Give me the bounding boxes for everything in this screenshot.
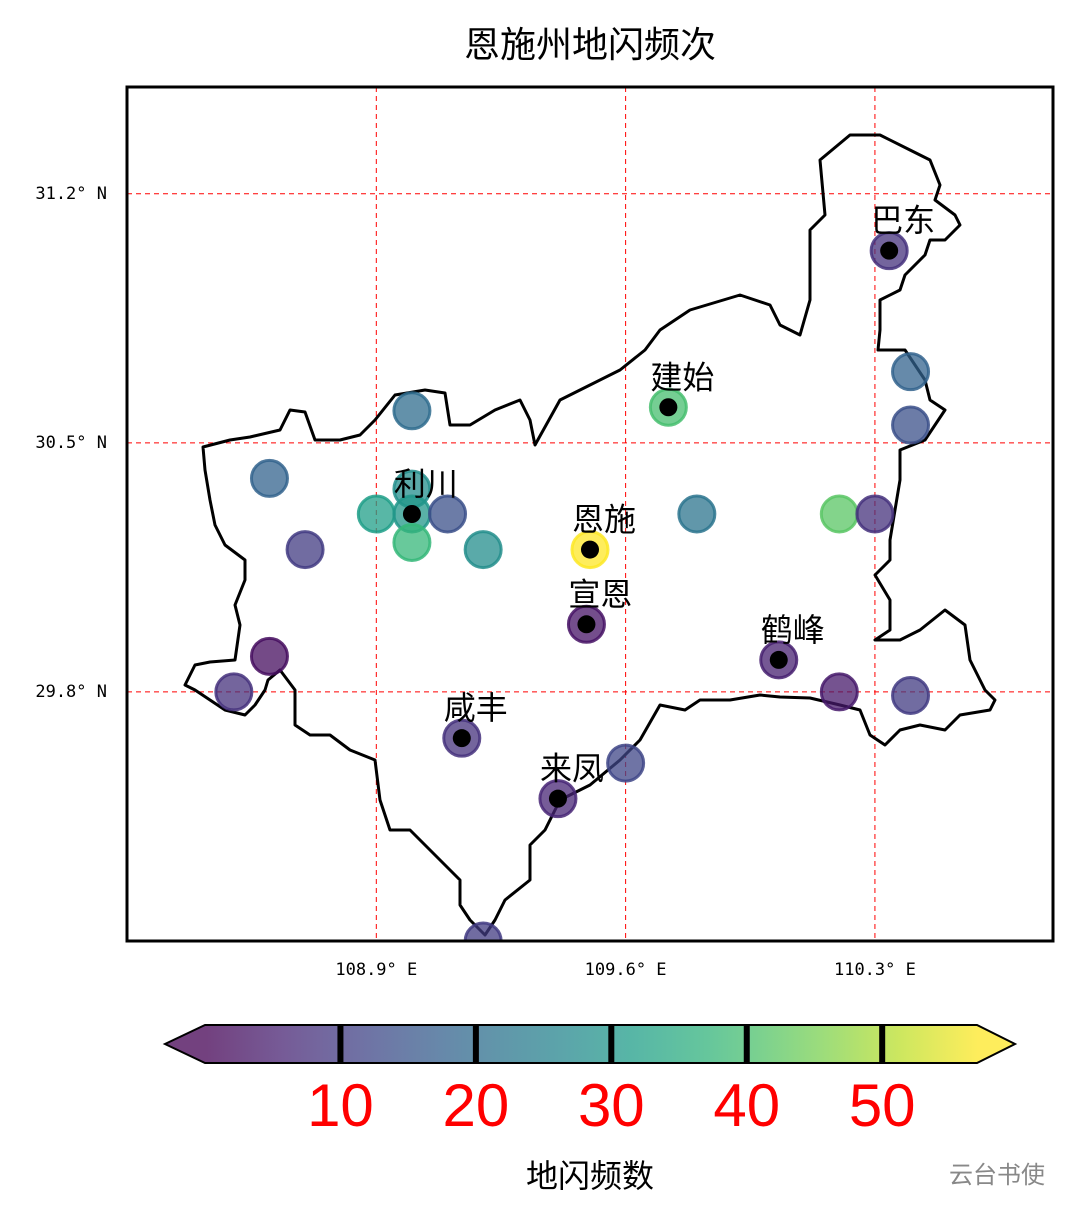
map-frame [125, 85, 1055, 943]
point [891, 352, 931, 392]
point [819, 494, 859, 534]
y-tick-label: 30.5° N [35, 433, 107, 453]
colorbar-tick-label: 30 [578, 1072, 645, 1139]
colorbar-extend-low [165, 1025, 205, 1063]
city-dot [452, 729, 471, 748]
colorbar-tick-label: 20 [443, 1072, 510, 1139]
colorbar: 10 20 30 40 50 [162, 1024, 1018, 1139]
point [819, 672, 859, 712]
x-tick-label: 110.3° E [834, 960, 916, 980]
city-dot [581, 540, 599, 559]
point [392, 391, 432, 431]
point [285, 530, 325, 570]
city-label: 来凤 [540, 750, 604, 788]
colorbar-outline [162, 1024, 1018, 1064]
point [428, 494, 468, 534]
city-label: 宣恩 [568, 575, 632, 613]
point [249, 458, 289, 498]
city-dot [769, 650, 788, 669]
colorbar-tick-label: 40 [713, 1072, 780, 1139]
colorbar-tick-label: 50 [849, 1072, 916, 1139]
y-tick-label: 29.8° N [35, 682, 107, 702]
city-label: 恩施 [572, 501, 636, 539]
city-dot [880, 241, 899, 260]
city-dot [402, 505, 421, 523]
point [356, 494, 396, 534]
colorbar-tick-label: 10 [307, 1072, 374, 1139]
point [392, 522, 432, 562]
y-tick-label: 31.2° N [35, 184, 107, 204]
point [463, 530, 503, 570]
point [855, 494, 895, 534]
city-label: 利川 [394, 465, 458, 503]
colorbar-bar [205, 1025, 977, 1063]
city-dot [659, 398, 678, 417]
grid [127, 87, 1053, 941]
point [249, 636, 289, 676]
colorbar-extend-high [977, 1025, 1015, 1063]
city-dot [548, 789, 567, 808]
chart-title: 恩施州地闪频次 [464, 25, 716, 66]
city-dot [577, 615, 596, 634]
point [677, 494, 717, 534]
city-label: 鹤峰 [761, 611, 825, 649]
city-label: 巴东 [871, 202, 935, 240]
city-label: 咸丰 [444, 689, 508, 727]
x-tick-label: 109.6° E [585, 960, 667, 980]
point [891, 675, 931, 715]
city-label: 建始 [650, 358, 714, 396]
point [214, 672, 254, 712]
point [891, 405, 931, 445]
point [606, 743, 646, 783]
x-tick-label: 108.9° E [335, 960, 417, 980]
watermark: 云台书使 [949, 1161, 1045, 1189]
point [463, 921, 503, 941]
colorbar-label: 地闪频数 [526, 1157, 654, 1195]
boundary [183, 133, 997, 937]
